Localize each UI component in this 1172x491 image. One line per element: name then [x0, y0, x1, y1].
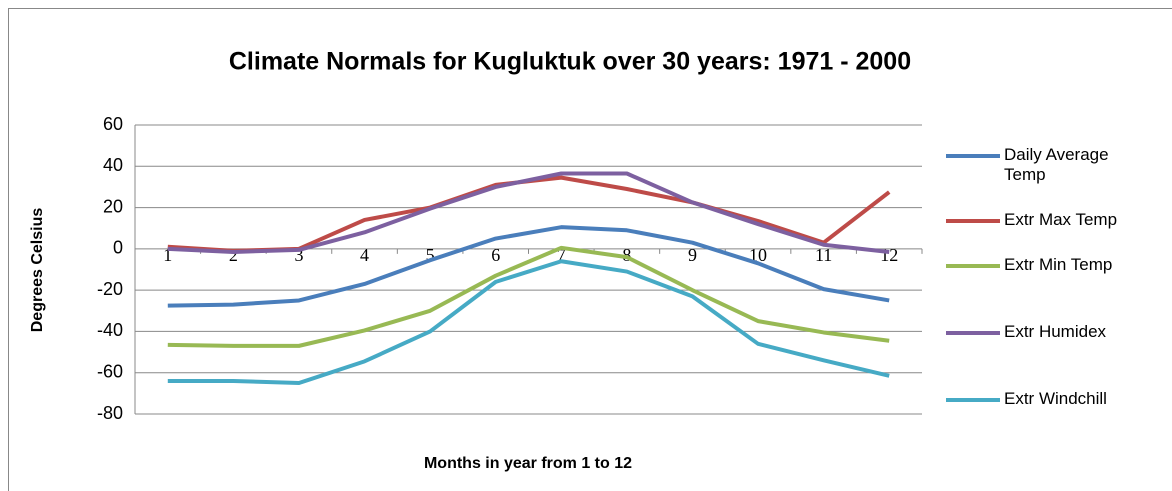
- y-tick-label: -60: [97, 361, 123, 381]
- y-tick-label: 0: [113, 238, 123, 258]
- legend-item: Extr Min Temp: [946, 255, 1168, 275]
- x-tick-label: 7: [557, 245, 566, 265]
- legend-swatch: [946, 219, 1000, 223]
- y-axis-label: Degrees Celsius: [29, 208, 46, 333]
- legend-label: Extr Max Temp: [1004, 210, 1118, 229]
- legend-label: Daily Average Temp: [1004, 145, 1109, 184]
- x-tick-label: 8: [622, 245, 631, 265]
- y-tick-label: -80: [97, 403, 123, 423]
- x-tick-label: 1: [163, 245, 172, 265]
- x-tick-label: 2: [229, 245, 238, 265]
- y-tick-label: 20: [103, 196, 123, 216]
- legend-item: Extr Humidex: [946, 322, 1168, 342]
- y-tick-label: 60: [103, 114, 123, 134]
- x-axis-label: Months in year from 1 to 12: [424, 455, 632, 472]
- legend-label: Extr Humidex: [1004, 322, 1107, 341]
- legend-label: Extr Min Temp: [1004, 255, 1113, 274]
- series-line: [167, 171, 890, 254]
- x-tick-label: 3: [294, 245, 303, 265]
- x-tick-label: 4: [360, 245, 369, 265]
- y-tick-label: -40: [97, 320, 123, 340]
- y-tick-label: -20: [97, 279, 123, 299]
- x-tick-label: 11: [815, 245, 832, 265]
- legend-swatch: [946, 264, 1000, 268]
- x-tick-label: 12: [880, 245, 898, 265]
- legend-swatch: [946, 331, 1000, 335]
- legend-label: Extr Windchill: [1004, 389, 1107, 408]
- series-line: [167, 259, 890, 386]
- legend-item: Extr Max Temp: [946, 210, 1168, 230]
- x-tick-label: 6: [491, 245, 500, 265]
- legend-item: Extr Windchill: [946, 389, 1168, 409]
- legend-swatch: [946, 154, 1000, 158]
- x-tick-label: 5: [426, 245, 435, 265]
- y-tick-label: 40: [103, 155, 123, 175]
- legend-swatch: [946, 398, 1000, 402]
- x-tick-label: 9: [688, 245, 697, 265]
- series-line: [167, 245, 890, 348]
- legend-item: Daily Average Temp: [946, 145, 1168, 185]
- series-line: [167, 225, 890, 308]
- chart-title: Climate Normals for Kugluktuk over 30 ye…: [229, 48, 911, 76]
